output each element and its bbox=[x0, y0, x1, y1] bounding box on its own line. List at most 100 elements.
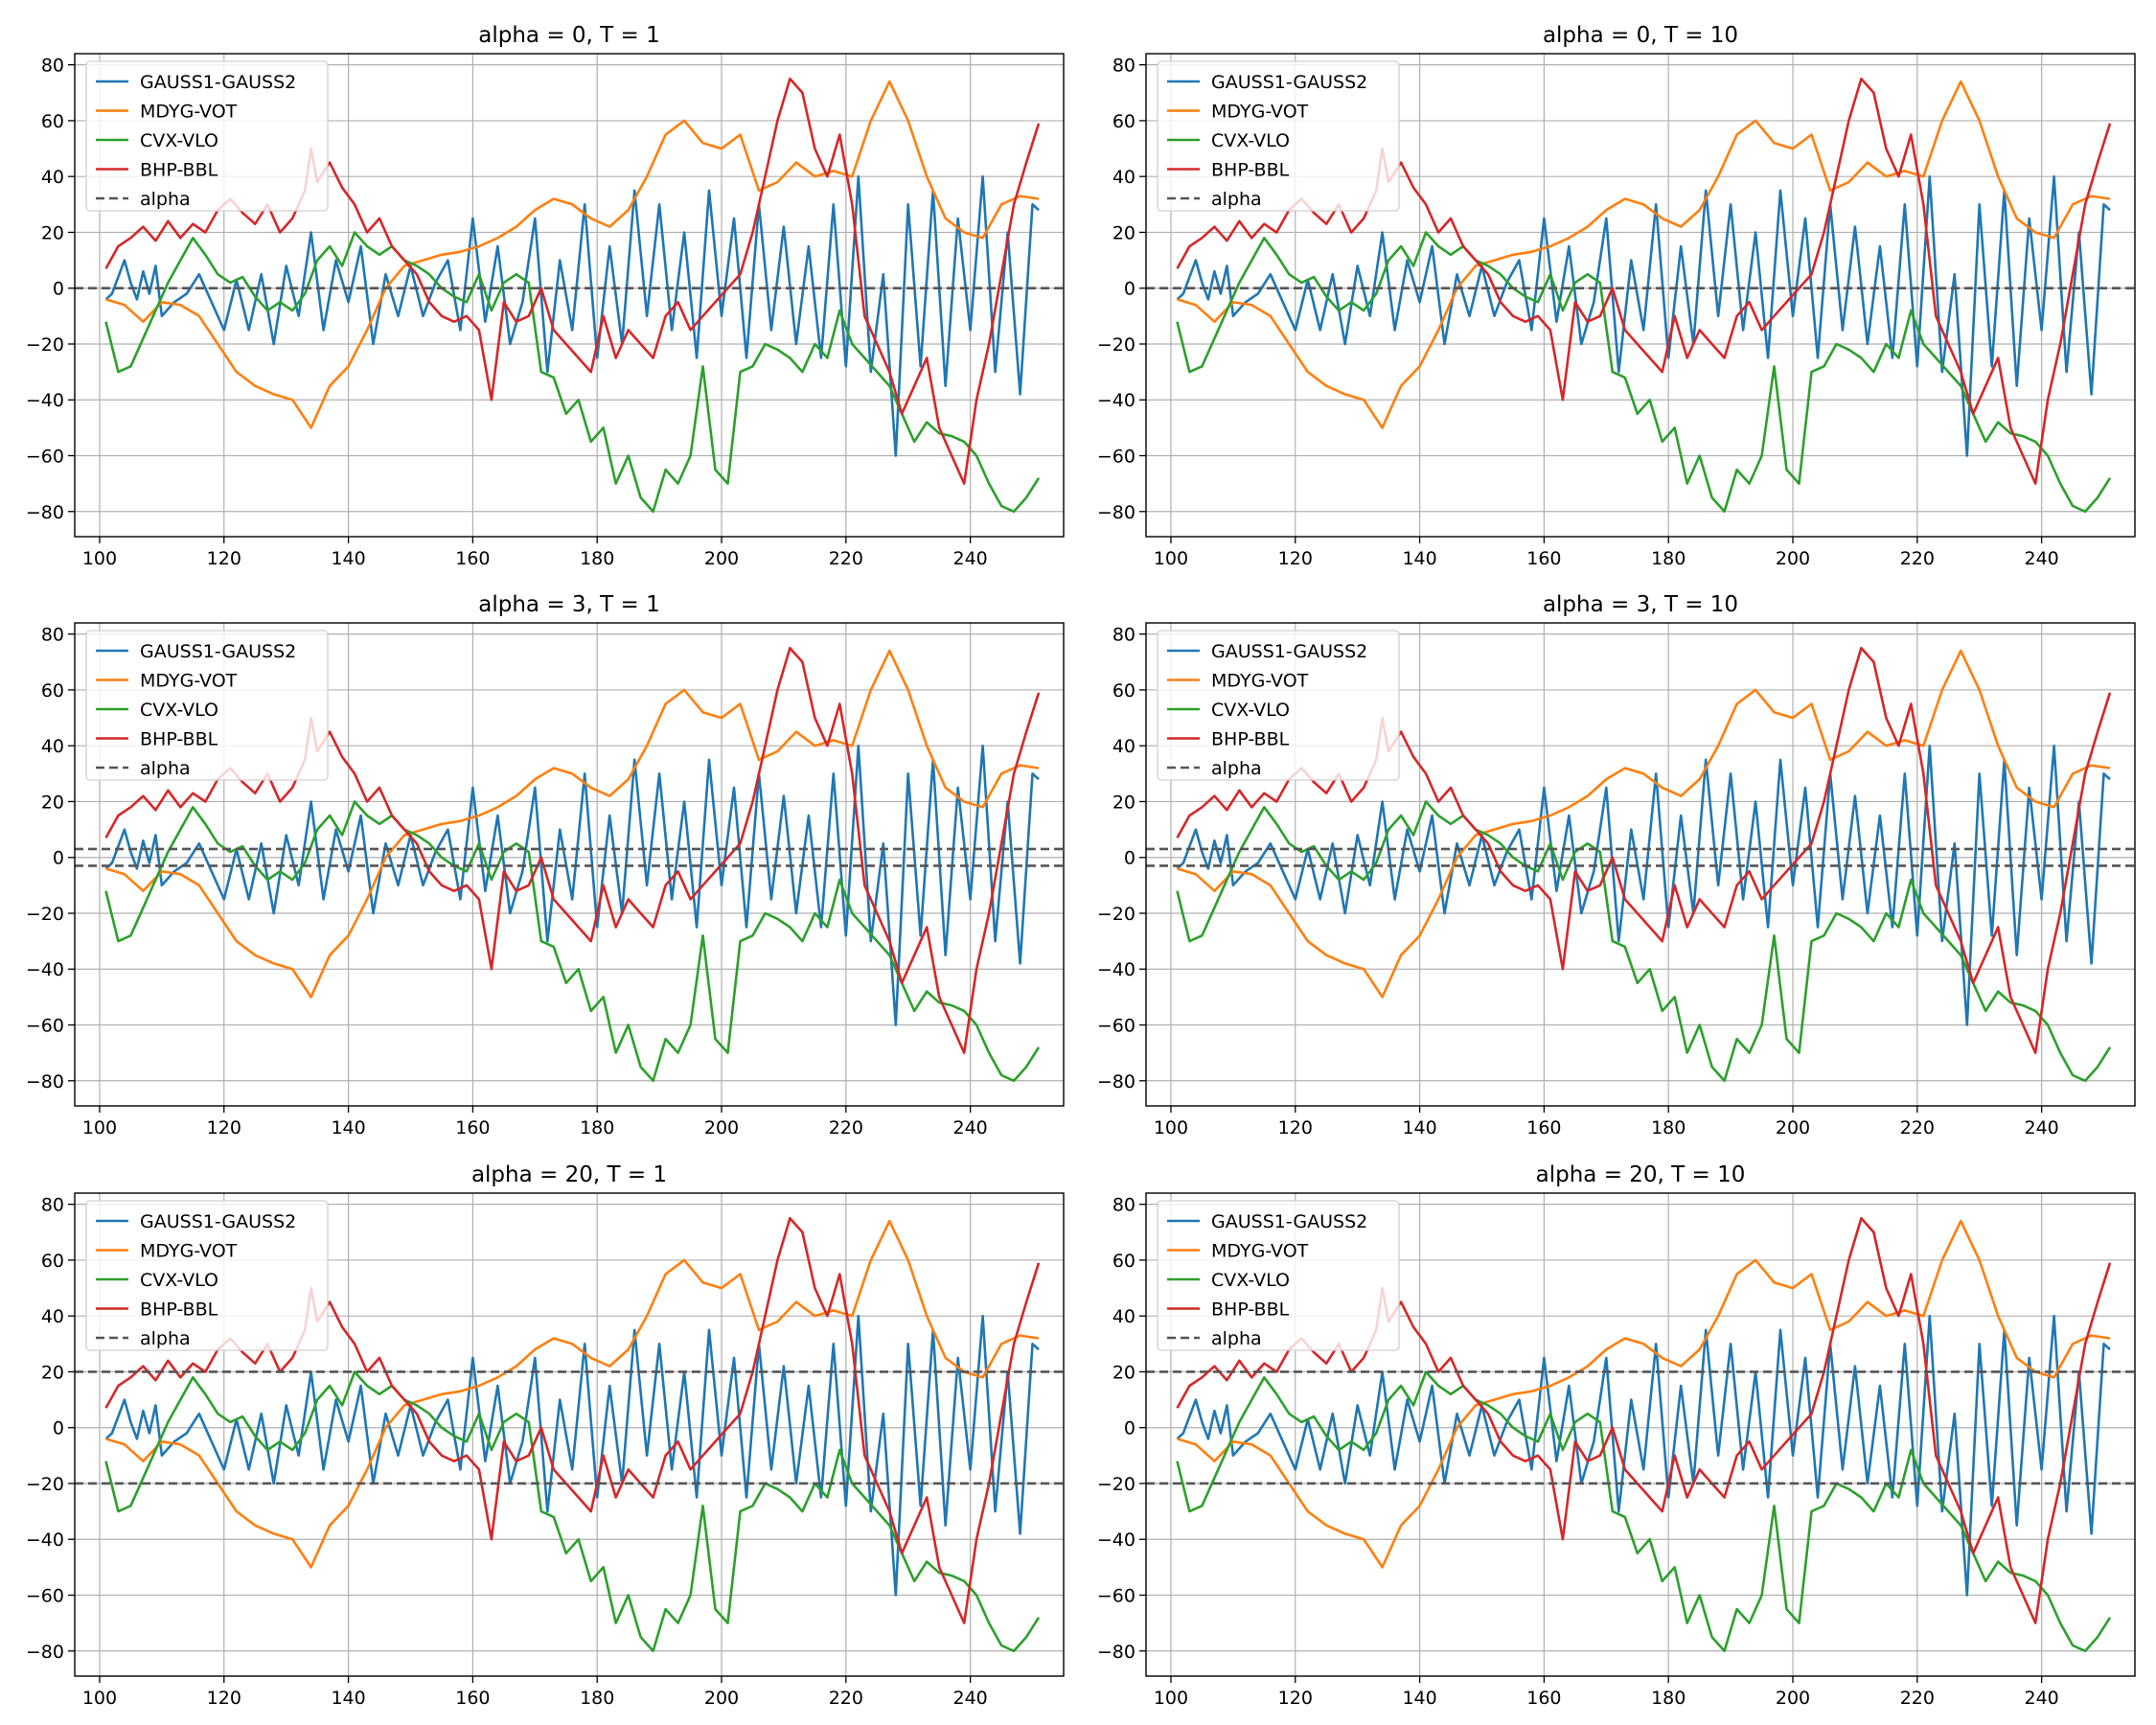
x-tick-label: 200 bbox=[704, 1688, 739, 1709]
x-tick-label: 140 bbox=[1402, 548, 1436, 569]
y-tick-label: −80 bbox=[1097, 502, 1135, 523]
x-tick-label: 100 bbox=[82, 548, 117, 569]
legend: GAUSS1-GAUSS2 MDYG-VOT CVX-VLO BHP-BBL alpha bbox=[85, 630, 329, 781]
y-tick-label: −60 bbox=[1097, 447, 1135, 468]
legend-box bbox=[85, 630, 329, 781]
legend-box bbox=[1157, 60, 1400, 212]
series-line-mdyg-vot bbox=[1177, 80, 2111, 429]
y-tick-label: −80 bbox=[26, 1071, 64, 1092]
legend-label: alpha bbox=[1211, 758, 1262, 779]
x-tick-label: 160 bbox=[455, 1117, 490, 1138]
panel-title: alpha = 0, T = 1 bbox=[478, 23, 659, 48]
legend: GAUSS1-GAUSS2 MDYG-VOT CVX-VLO BHP-BBL alpha bbox=[1157, 1200, 1400, 1351]
legend-box bbox=[1157, 630, 1400, 781]
series-group bbox=[1146, 1216, 2135, 1653]
legend-label: CVX-VLO bbox=[1211, 130, 1290, 151]
y-tick-label: 60 bbox=[41, 111, 64, 132]
x-tick-label: 100 bbox=[82, 1688, 117, 1709]
y-tick-label: −40 bbox=[1097, 959, 1135, 980]
x-tick-label: 220 bbox=[1900, 548, 1935, 569]
series-line-cvx-vlo bbox=[104, 1370, 1041, 1653]
y-tick-label: −20 bbox=[1097, 904, 1135, 925]
y-tick-label: 80 bbox=[1112, 56, 1135, 77]
x-tick-label: 120 bbox=[207, 1688, 241, 1709]
x-tick-label: 240 bbox=[2025, 1117, 2059, 1138]
x-tick-label: 180 bbox=[580, 548, 614, 569]
x-tick-label: 240 bbox=[953, 1117, 988, 1138]
series-line-gauss1-gauss2 bbox=[1176, 1314, 2111, 1597]
y-tick-label: −80 bbox=[26, 1642, 64, 1663]
y-tick-label: 0 bbox=[1124, 279, 1135, 300]
y-tick-label: 40 bbox=[1112, 1306, 1135, 1327]
x-tick-label: 160 bbox=[1526, 1688, 1561, 1709]
x-tick-label: 220 bbox=[1900, 1117, 1935, 1138]
axes-frame bbox=[74, 622, 1065, 1107]
x-tick-label: 200 bbox=[1776, 1117, 1810, 1138]
y-tick-label: 0 bbox=[1124, 1418, 1135, 1439]
series-line-gauss1-gauss2 bbox=[104, 1314, 1040, 1597]
legend-label: GAUSS1-GAUSS2 bbox=[140, 1211, 296, 1232]
panel-title: alpha = 0, T = 10 bbox=[1543, 23, 1738, 48]
y-tick-label: 20 bbox=[41, 792, 64, 813]
x-tick-label: 200 bbox=[1776, 548, 1810, 569]
y-tick-label: 40 bbox=[1112, 736, 1135, 757]
chart-panel: 100 120 140 160 180 200 220 240806040200−20−40−… bbox=[1097, 1162, 2136, 1709]
y-tick-label: −60 bbox=[1097, 1586, 1135, 1607]
y-tick-label: 40 bbox=[1112, 167, 1135, 188]
y-tick-label: 0 bbox=[53, 1418, 64, 1439]
series-line-gauss1-gauss2 bbox=[1176, 174, 2111, 457]
chart-panel: 100 120 140 160 180 200 220 240806040200−20−40−… bbox=[1097, 23, 2136, 569]
x-tick-label: 180 bbox=[580, 1688, 614, 1709]
series-line-mdyg-vot bbox=[1177, 1219, 2111, 1569]
series-line-cvx-vlo bbox=[1176, 800, 2112, 1083]
y-tick-label: 20 bbox=[1112, 1362, 1135, 1383]
y-tick-label: 0 bbox=[53, 279, 64, 300]
legend-label: GAUSS1-GAUSS2 bbox=[1211, 72, 1367, 93]
y-tick-label: 20 bbox=[1112, 792, 1135, 813]
series-line-mdyg-vot bbox=[105, 1219, 1040, 1569]
y-tick-label: −80 bbox=[1097, 1071, 1135, 1092]
series-group bbox=[1146, 646, 2135, 1083]
y-tick-label: −60 bbox=[26, 1016, 64, 1037]
y-tick-label: −20 bbox=[26, 334, 64, 356]
x-tick-label: 100 bbox=[82, 1117, 117, 1138]
y-tick-label: −40 bbox=[1097, 1530, 1135, 1551]
series-line-gauss1-gauss2 bbox=[104, 744, 1040, 1026]
y-tick-label: −20 bbox=[1097, 1474, 1135, 1495]
y-tick-label: 20 bbox=[41, 222, 64, 243]
series-group bbox=[75, 646, 1064, 1083]
legend-label: alpha bbox=[140, 189, 191, 210]
y-tick-label: 40 bbox=[41, 736, 64, 757]
x-tick-label: 240 bbox=[953, 548, 988, 569]
x-tick-label: 120 bbox=[1278, 1688, 1313, 1709]
legend-label: BHP-BBL bbox=[140, 160, 218, 181]
x-tick-label: 160 bbox=[1526, 548, 1561, 569]
chart-panel: 100 120 140 160 180 200 220 240806040200−20−40−… bbox=[1097, 592, 2136, 1138]
legend-label: GAUSS1-GAUSS2 bbox=[1211, 1211, 1367, 1232]
series-line-mdyg-vot bbox=[105, 80, 1040, 429]
legend-label: alpha bbox=[140, 1328, 191, 1349]
y-tick-label: −80 bbox=[26, 502, 64, 523]
legend-label: alpha bbox=[140, 758, 191, 779]
x-tick-label: 180 bbox=[1651, 1117, 1686, 1138]
y-tick-label: 80 bbox=[41, 56, 64, 77]
x-tick-label: 120 bbox=[1278, 548, 1313, 569]
x-tick-label: 160 bbox=[1526, 1117, 1561, 1138]
legend-label: MDYG-VOT bbox=[140, 1241, 238, 1262]
y-tick-label: 40 bbox=[41, 1306, 64, 1327]
legend-label: BHP-BBL bbox=[1211, 1300, 1290, 1321]
series-group bbox=[1146, 77, 2135, 514]
series-line-cvx-vlo bbox=[1176, 1370, 2112, 1653]
x-tick-label: 160 bbox=[455, 1688, 490, 1709]
legend-label: MDYG-VOT bbox=[140, 671, 238, 692]
legend-label: alpha bbox=[1211, 1328, 1262, 1349]
legend-label: GAUSS1-GAUSS2 bbox=[140, 641, 296, 662]
legend-label: GAUSS1-GAUSS2 bbox=[1211, 641, 1367, 662]
y-tick-label: −40 bbox=[26, 959, 64, 980]
y-tick-label: −20 bbox=[1097, 334, 1135, 356]
x-tick-label: 220 bbox=[829, 548, 863, 569]
series-line-cvx-vlo bbox=[104, 231, 1041, 514]
x-tick-label: 140 bbox=[1402, 1117, 1436, 1138]
y-tick-label: 0 bbox=[53, 848, 64, 869]
